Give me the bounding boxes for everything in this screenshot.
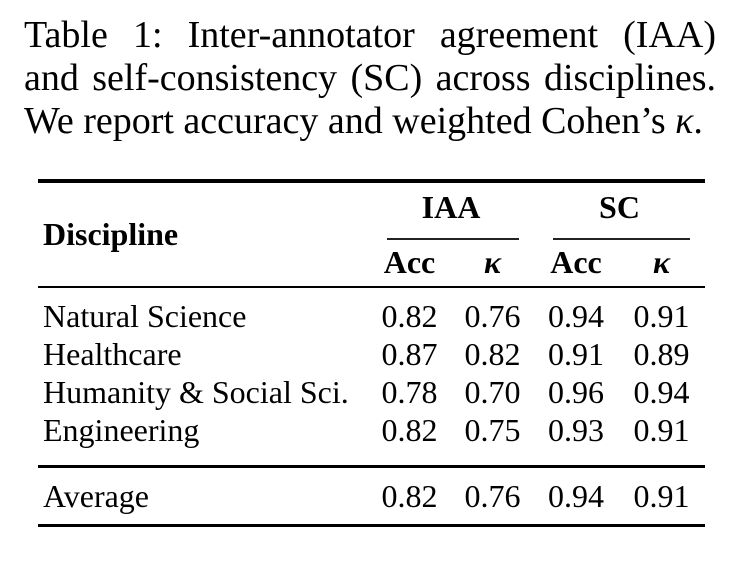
- table-footer: Average 0.82 0.76 0.94 0.91: [38, 468, 705, 524]
- caption-line-3-period: .: [693, 100, 703, 142]
- column-group-iaa: IAA: [368, 183, 534, 240]
- table-caption: Table 1: Inter-annotator agreement (IAA)…: [24, 14, 716, 143]
- cell-value: 0.76: [464, 477, 521, 514]
- caption-line-1: Table 1: Inter-annotator agreement (IAA): [24, 14, 716, 56]
- row-label: Humanity & Social Sci.: [43, 374, 349, 411]
- iaa-group-underline: [387, 237, 519, 240]
- cell-value: 0.91: [633, 298, 690, 335]
- column-header-discipline: Discipline: [43, 216, 179, 252]
- cell-value: 0.82: [381, 412, 438, 449]
- caption-line-2: and self-consistency (SC) across discipl…: [24, 57, 716, 99]
- cell-value: 0.91: [633, 477, 690, 514]
- column-header-iaa-kappa: κ: [484, 244, 501, 280]
- cell-value: 0.94: [548, 477, 604, 514]
- sc-group-underline: [553, 237, 690, 240]
- header-separator-rule: [38, 285, 705, 289]
- column-header-sc-kappa: κ: [653, 244, 670, 280]
- column-header-sc-acc: Acc: [550, 244, 602, 280]
- cell-value: 0.91: [633, 412, 690, 449]
- cell-value: 0.93: [548, 412, 604, 449]
- cell-value: 0.82: [464, 336, 521, 373]
- results-table: Discipline IAA SC Acc κ Acc κ Natural Sc…: [38, 179, 705, 528]
- table-bottom-rule: [38, 523, 705, 528]
- cell-value: 0.82: [381, 477, 438, 514]
- table-top-rule: [38, 179, 705, 183]
- column-header-iaa-acc: Acc: [383, 244, 436, 280]
- column-group-sc: SC: [534, 183, 705, 240]
- column-group-sc-label: SC: [599, 188, 640, 225]
- average-row-label: Average: [43, 477, 149, 514]
- table-header: Discipline IAA SC Acc κ Acc κ: [38, 183, 705, 286]
- footer-separator-rule: [38, 465, 705, 468]
- cell-value: 0.94: [633, 374, 690, 411]
- cell-value: 0.76: [464, 298, 521, 335]
- column-group-iaa-label: IAA: [421, 188, 481, 225]
- row-label: Engineering: [43, 412, 200, 449]
- cell-value: 0.75: [464, 412, 521, 449]
- caption-line-3-text: We report accuracy and weighted Cohen’s: [24, 100, 666, 142]
- row-label: Healthcare: [43, 336, 182, 373]
- caption-line-3: We report accuracy and weighted Cohen’s …: [24, 100, 716, 143]
- cell-value: 0.96: [548, 374, 604, 411]
- cell-value: 0.89: [633, 336, 690, 373]
- cell-value: 0.82: [381, 298, 438, 335]
- cell-value: 0.91: [548, 336, 604, 373]
- cell-value: 0.78: [381, 374, 438, 411]
- row-label: Natural Science: [43, 298, 247, 335]
- cell-value: 0.87: [381, 336, 438, 373]
- cell-value: 0.94: [548, 298, 604, 335]
- kappa-symbol: κ: [675, 100, 694, 142]
- table-body: Natural Science 0.82 0.76 0.94 0.91 Heal…: [38, 288, 705, 465]
- cell-value: 0.70: [464, 374, 521, 411]
